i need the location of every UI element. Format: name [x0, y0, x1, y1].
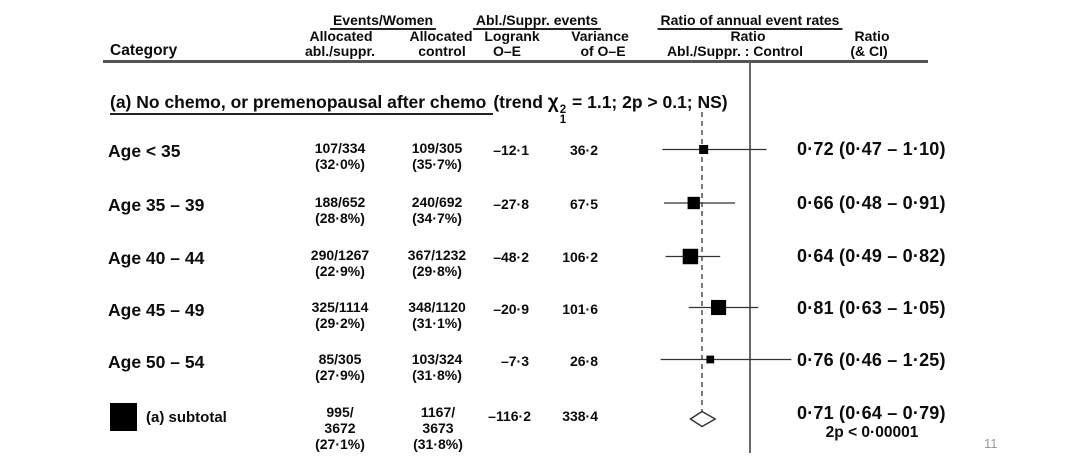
cell-variance: 36·2 — [569, 142, 598, 158]
cell-events-ablsuppr: 85/305 (27·9%) — [315, 351, 365, 383]
row-category: Age 45 – 49 — [108, 300, 205, 320]
table-row: Age 50 – 54 85/305 (27·9%) 103/324 (31·8%)… — [0, 350, 1080, 392]
cell-logrank-oe: –48·2 — [493, 249, 529, 265]
col-header-o-minus-e: O–E — [492, 43, 522, 59]
cell-events-control: 103/324 (31·8%) — [411, 351, 463, 383]
point-estimate-square — [699, 144, 709, 155]
table-row: Age 45 – 49 325/1114 (29·2%) 348/1120 (31·… — [0, 298, 1080, 340]
col-header-allocated-ablsuppr-line2: abl./suppr. — [304, 43, 376, 59]
cell-events-ablsuppr: 325/1114 (29·2%) — [311, 299, 369, 331]
col-header-allocated-control-line2: control — [418, 43, 466, 59]
subtotal-variance: 338·4 — [562, 408, 598, 424]
col-header-ratio-sub-line2: Abl./Suppr. : Control — [666, 43, 804, 59]
cell-logrank-oe: –27·8 — [493, 196, 529, 212]
point-estimate-square — [687, 196, 700, 210]
cell-ratio-ci: 0·72 (0·47 – 1·10) — [797, 139, 946, 159]
col-header-ratio-ci-line2: (& CI) — [850, 43, 888, 59]
cell-variance: 106·2 — [562, 249, 598, 265]
subtotal-diamond — [689, 410, 717, 428]
cell-ratio-ci: 0·66 (0·48 – 0·91) — [797, 193, 946, 213]
cell-logrank-oe: –20·9 — [493, 301, 529, 317]
page-number: 11 — [984, 436, 998, 451]
section-heading: (a) No chemo, or premenopausal after che… — [110, 92, 728, 125]
cell-events-ablsuppr: 188/652 (28·8%) — [314, 194, 366, 226]
cell-variance: 67·5 — [569, 196, 598, 212]
subtotal-ratio-ci: 0·71 (0·64 – 0·79) — [797, 403, 946, 423]
table-row: Age 40 – 44 290/1267 (22·9%) 367/1232 (29·… — [0, 246, 1080, 288]
cell-ratio-ci: 0·64 (0·49 – 0·82) — [797, 246, 946, 266]
cell-events-control: 240/692 (34·7%) — [411, 194, 463, 226]
table-row: Age 35 – 39 188/652 (28·8%) 240/692 (34·7%… — [0, 193, 1080, 235]
chi-superscript: 2 — [559, 104, 567, 116]
subtotal-p-value: 2p < 0·00001 — [825, 424, 919, 441]
row-category: Age < 35 — [108, 141, 181, 161]
group-header-events-women: Events/Women — [329, 13, 437, 30]
col-header-allocated-control-line1: Allocated — [409, 28, 473, 44]
group-header-ratio-annual-event-rates: Ratio of annual event rates — [657, 13, 843, 30]
cell-variance: 26·8 — [569, 353, 598, 369]
cell-events-ablsuppr: 107/334 (32·0%) — [314, 140, 366, 172]
subtotal-logrank-oe: –116·2 — [488, 408, 531, 424]
cell-events-control: 367/1232 (29·8%) — [407, 247, 467, 279]
cell-logrank-oe: –7·3 — [500, 353, 529, 369]
col-header-logrank: Logrank — [484, 28, 540, 44]
cell-ratio-ci: 0·76 (0·46 – 1·25) — [797, 350, 946, 370]
section-trend-prefix: (trend — [493, 92, 548, 112]
cell-logrank-oe: –12·1 — [493, 142, 529, 158]
section-trend-suffix: = 1.1; 2p > 0.1; NS) — [567, 92, 728, 112]
col-header-ratio-ci-line1: Ratio — [854, 28, 890, 44]
subtotal-label: (a) subtotal — [146, 409, 227, 426]
chi-subscript: 1 — [559, 113, 567, 126]
col-header-allocated-ablsuppr-line1: Allocated — [309, 28, 373, 44]
col-header-ratio-sub-line1: Ratio — [730, 28, 766, 44]
row-category: Age 35 – 39 — [108, 195, 205, 215]
cell-events-control: 109/305 (35·7%) — [411, 140, 463, 172]
cell-variance: 101·6 — [562, 301, 598, 317]
point-estimate-square — [682, 248, 699, 265]
col-header-category: Category — [110, 42, 178, 59]
group-header-ablsuppr-events: Abl./Suppr. events — [472, 13, 602, 30]
col-header-of-o-minus-e: of O–E — [580, 43, 626, 59]
cell-events-control: 348/1120 (31·1%) — [408, 299, 466, 331]
header-rule — [103, 60, 928, 63]
subtotal-events-ablsuppr: 995/ 3672 (27·1%) — [315, 404, 365, 452]
cell-events-ablsuppr: 290/1267 (22·9%) — [310, 247, 370, 279]
cell-ratio-ci: 0·81 (0·63 – 1·05) — [797, 298, 946, 318]
point-estimate-square — [706, 355, 715, 364]
chi-symbol: χ — [547, 92, 559, 113]
row-category: Age 50 – 54 — [108, 352, 205, 372]
section-heading-underlined: (a) No chemo, or premenopausal after che… — [110, 92, 494, 115]
col-header-variance: Variance — [571, 28, 629, 44]
subtotal-marker-square — [110, 403, 137, 431]
point-estimate-square — [710, 299, 727, 316]
table-row: Age < 35 107/334 (32·0%) 109/305 (35·7%) –… — [0, 139, 1080, 181]
row-category: Age 40 – 44 — [108, 248, 205, 268]
subtotal-events-control: 1167/ 3673 (31·8%) — [413, 404, 463, 452]
